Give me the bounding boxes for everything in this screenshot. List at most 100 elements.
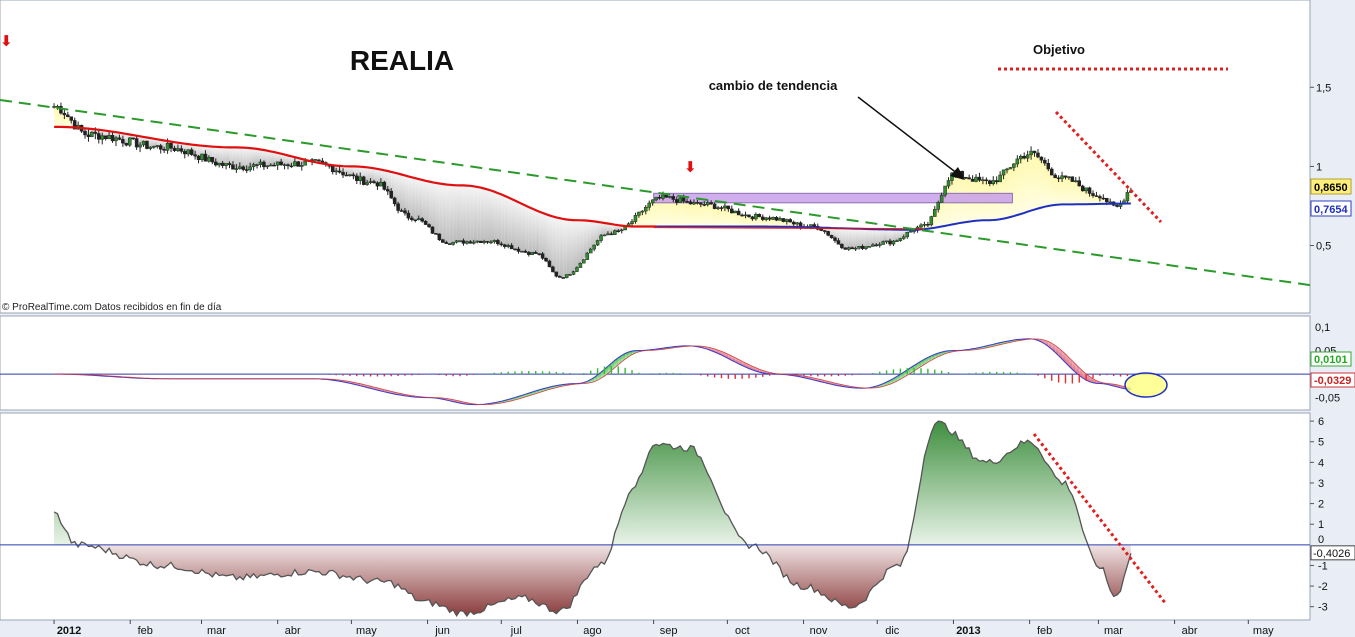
price-above-ma-fill bbox=[666, 196, 670, 227]
candle-body bbox=[922, 224, 927, 226]
macd-y-tick-label: -0,05 bbox=[1315, 393, 1340, 405]
x-axis-tick-label: mar bbox=[207, 625, 226, 637]
candle-body bbox=[296, 161, 301, 167]
price-above-ma-fill bbox=[1013, 158, 1018, 217]
momentum-positive-area bbox=[54, 421, 1131, 545]
price-above-ma-fill bbox=[1044, 163, 1049, 207]
macd-y-tick-label: 0,1 bbox=[1315, 322, 1330, 334]
price-y-tick-label: 1,5 bbox=[1316, 82, 1331, 94]
price-below-ma-fill bbox=[497, 193, 502, 245]
price-below-ma-fill bbox=[848, 228, 853, 249]
candle-body bbox=[726, 205, 731, 210]
candle-body bbox=[592, 244, 596, 250]
price-below-ma-fill bbox=[573, 220, 577, 272]
candle-body bbox=[1005, 168, 1009, 171]
price-above-ma-fill bbox=[1075, 180, 1080, 205]
candle-body bbox=[293, 161, 297, 167]
momentum-y-tick-label: -1 bbox=[1318, 560, 1328, 572]
candle-body bbox=[255, 164, 259, 166]
price-below-ma-fill bbox=[226, 147, 230, 165]
price-above-ma-fill bbox=[721, 205, 725, 227]
macd-bull-fill bbox=[632, 350, 636, 355]
price-above-ma-fill bbox=[1086, 187, 1090, 205]
price-below-ma-fill bbox=[604, 222, 608, 235]
price-below-ma-fill bbox=[494, 191, 498, 244]
candle-body bbox=[695, 202, 700, 204]
candle-body bbox=[661, 194, 665, 199]
candle-body bbox=[420, 218, 424, 222]
price-below-ma-fill bbox=[487, 189, 491, 242]
candle-body bbox=[117, 137, 122, 140]
candle-body bbox=[451, 241, 455, 245]
candle-body bbox=[657, 196, 662, 199]
candle-body bbox=[344, 174, 349, 177]
candle-body bbox=[520, 250, 524, 253]
candle-body bbox=[379, 181, 383, 187]
sell-signal-marker-left: ⬇ bbox=[0, 33, 13, 50]
price-below-ma-fill bbox=[563, 218, 567, 278]
momentum-negative-area bbox=[54, 544, 1131, 616]
candle-body bbox=[210, 157, 215, 163]
price-below-ma-fill bbox=[336, 165, 340, 173]
price-below-ma-fill bbox=[456, 185, 461, 241]
candle-body bbox=[83, 130, 87, 136]
candle-body bbox=[785, 219, 789, 222]
candle-body bbox=[530, 252, 535, 255]
annotation-trend-change: cambio de tendencia bbox=[709, 78, 838, 93]
price-above-ma-fill bbox=[680, 197, 684, 227]
candle-body bbox=[1046, 163, 1051, 170]
candle-body bbox=[1105, 197, 1109, 203]
candle-body bbox=[1087, 187, 1092, 194]
candle-body bbox=[62, 112, 67, 116]
price-above-ma-fill bbox=[64, 114, 68, 128]
candle-body bbox=[165, 142, 170, 151]
macd-bear-fill bbox=[1048, 341, 1052, 350]
candle-body bbox=[179, 148, 184, 152]
price-below-ma-fill bbox=[239, 147, 244, 170]
price-above-ma-fill bbox=[1089, 193, 1094, 205]
candle-body bbox=[227, 163, 232, 166]
candle-body bbox=[1115, 205, 1119, 207]
candle-body bbox=[220, 162, 225, 166]
candle-body bbox=[172, 148, 177, 151]
price-below-ma-fill bbox=[549, 215, 553, 272]
candle-body bbox=[847, 247, 851, 250]
candle-body bbox=[1049, 168, 1054, 176]
candle-body bbox=[1077, 180, 1081, 187]
candle-body bbox=[496, 240, 500, 245]
candle-body bbox=[138, 144, 142, 148]
price-below-ma-fill bbox=[501, 194, 505, 247]
candle-body bbox=[286, 164, 290, 167]
candle-body bbox=[988, 180, 992, 184]
candle-body bbox=[829, 235, 834, 239]
candle-body bbox=[1060, 175, 1064, 179]
annotation-arrow-line bbox=[857, 96, 959, 175]
price-above-ma-fill bbox=[731, 211, 736, 227]
price-below-ma-fill bbox=[470, 185, 474, 244]
price-above-ma-fill bbox=[1041, 160, 1045, 208]
candle-body bbox=[399, 210, 404, 212]
price-below-ma-fill bbox=[546, 214, 550, 267]
candle-body bbox=[110, 135, 115, 142]
price-above-ma-fill bbox=[67, 116, 72, 128]
moving-average-line-recent bbox=[656, 202, 1131, 231]
price-below-ma-fill bbox=[890, 229, 894, 245]
candle-body bbox=[478, 240, 483, 243]
candle-body bbox=[602, 234, 607, 237]
candle-body bbox=[877, 244, 882, 246]
price-below-ma-fill bbox=[270, 151, 275, 166]
price-below-ma-fill bbox=[490, 190, 495, 242]
price-below-ma-fill bbox=[594, 221, 598, 246]
macd-bull-fill bbox=[628, 351, 633, 357]
price-above-ma-fill bbox=[1082, 187, 1087, 205]
copyright-note: © ProRealTime.com Datos recibidos en fin… bbox=[2, 302, 222, 313]
candle-body bbox=[585, 252, 590, 260]
price-below-ma-fill bbox=[576, 220, 581, 268]
price-below-ma-fill bbox=[504, 195, 509, 247]
price-above-ma-fill bbox=[690, 202, 694, 227]
candle-body bbox=[774, 217, 779, 221]
candle-body bbox=[558, 276, 562, 278]
candle-body bbox=[640, 210, 645, 213]
price-below-ma-fill bbox=[532, 208, 536, 254]
